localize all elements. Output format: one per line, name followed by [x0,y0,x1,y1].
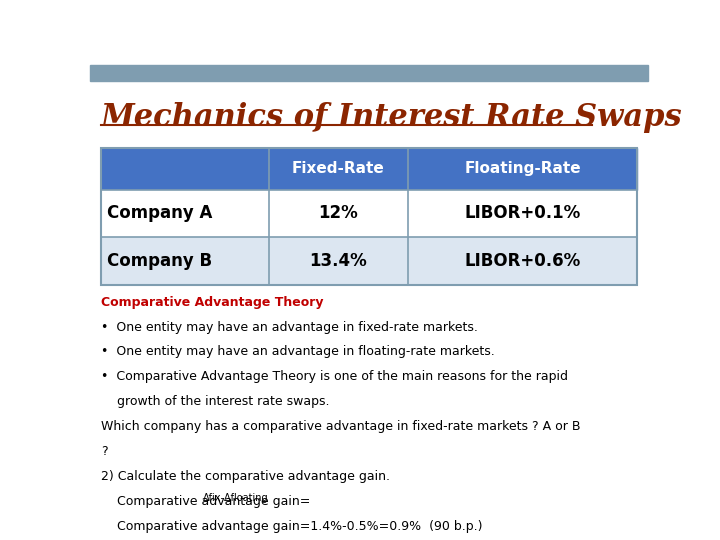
Bar [269,148,408,190]
Text: 12%: 12% [318,205,358,222]
Text: Δfix-Δfloating: Δfix-Δfloating [203,494,269,503]
Text: growth of the interest rate swaps.: growth of the interest rate swaps. [101,395,330,408]
Text: Mechanics of Interest Rate Swaps: Mechanics of Interest Rate Swaps [101,102,683,133]
Bar [90,65,648,82]
Bar [408,190,637,238]
Bar [269,190,408,238]
Bar [101,148,636,285]
Bar [269,238,408,285]
Bar [101,190,269,238]
Text: Fixed-Rate: Fixed-Rate [292,161,384,176]
Bar [408,238,637,285]
Text: Company A: Company A [107,205,212,222]
Text: •  One entity may have an advantage in floating-rate markets.: • One entity may have an advantage in fl… [101,346,495,359]
Text: Which company has a comparative advantage in fixed-rate markets ? A or B: Which company has a comparative advantag… [101,420,580,433]
Text: •  Comparative Advantage Theory is one of the main reasons for the rapid: • Comparative Advantage Theory is one of… [101,370,568,383]
Text: Comparative advantage gain=1.4%-0.5%=0.9%  (90 b.p.): Comparative advantage gain=1.4%-0.5%=0.9… [101,520,482,533]
Text: ?: ? [101,446,108,458]
Text: •  One entity may have an advantage in fixed-rate markets.: • One entity may have an advantage in fi… [101,321,478,334]
Text: Company B: Company B [107,252,212,270]
Text: Comparative advantage gain=: Comparative advantage gain= [101,495,315,508]
Text: Floating-Rate: Floating-Rate [464,161,581,176]
Text: Comparative Advantage Theory: Comparative Advantage Theory [101,295,324,308]
Text: 13.4%: 13.4% [310,252,367,270]
Text: LIBOR+0.1%: LIBOR+0.1% [464,205,580,222]
Text: LIBOR+0.6%: LIBOR+0.6% [464,252,580,270]
Bar [408,148,637,190]
Text: 2) Calculate the comparative advantage gain.: 2) Calculate the comparative advantage g… [101,470,390,483]
Bar [101,148,269,190]
Bar [101,238,269,285]
